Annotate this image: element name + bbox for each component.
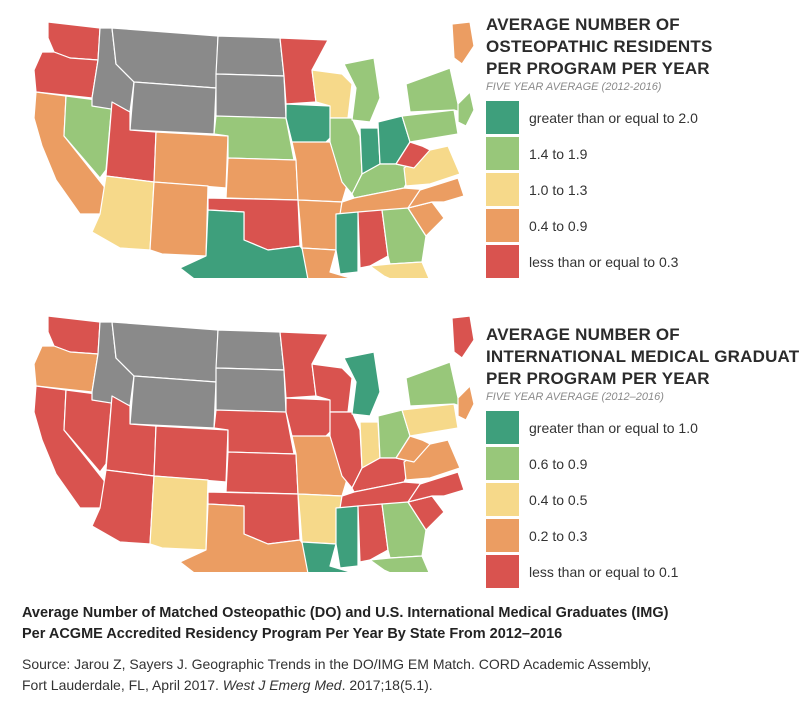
caption-source: Source: Jarou Z, Sayers J. Geographic Tr… [22,654,792,696]
legend-swatch [486,101,519,134]
legend-swatch [486,209,519,242]
osteopathic-legend-title: AVERAGE NUMBER OF OSTEOPATHIC RESIDENTS … [486,14,796,80]
legend-label: greater than or equal to 2.0 [529,109,698,126]
state-ms [335,211,359,275]
state-ia [285,103,337,145]
state-sd [215,73,287,121]
state-wv [395,141,431,169]
legend-swatch [486,411,519,444]
legend-label: greater than or equal to 1.0 [529,419,698,436]
state-co [153,131,229,189]
source-text: . 2017;18(5.1). [341,677,433,693]
state-or [33,345,99,393]
state-nd [215,35,285,77]
osteopathic-legend-subtitle: FIVE YEAR AVERAGE (2012-2016) [486,81,662,93]
state-mi [343,57,381,123]
state-ne-region [457,91,475,127]
legend-title-line: PER PROGRAM PER YEAR [486,369,710,388]
state-me [451,315,475,359]
caption-title-line: Average Number of Matched Osteopathic (D… [22,605,669,621]
state-nd [215,329,285,371]
legend-label: 0.4 to 0.5 [529,491,588,508]
state-al [357,503,389,563]
state-tx [179,503,313,572]
state-pa [401,109,459,143]
legend-title-line: AVERAGE NUMBER OF [486,325,680,344]
legend-swatch [486,245,519,278]
legend-item: greater than or equal to 2.0 [486,101,796,134]
legend-label: 0.4 to 0.9 [529,217,588,234]
state-ny [405,67,467,115]
legend-title-line: AVERAGE NUMBER OF [486,15,680,34]
legend-swatch [486,555,519,588]
img-legend-subtitle: FIVE YEAR AVERAGE (2012–2016) [486,391,664,403]
state-ne-region [457,385,475,421]
state-pa [401,403,459,437]
caption-title: Average Number of Matched Osteopathic (D… [22,603,792,645]
source-line: Source: Jarou Z, Sayers J. Geographic Tr… [22,656,652,672]
osteopathic-residents-map [33,21,475,278]
legend-swatch [486,519,519,552]
legend-title-line: INTERNATIONAL MEDICAL GRADUATES [486,347,800,366]
international-graduates-map [33,315,475,572]
legend-label: 0.6 to 0.9 [529,455,588,472]
osteopathic-legend: AVERAGE NUMBER OF OSTEOPATHIC RESIDENTS … [486,14,796,281]
state-fl [369,555,430,572]
state-co [153,425,229,483]
state-me [451,21,475,65]
legend-item: 1.0 to 1.3 [486,173,796,206]
state-tx [179,209,313,278]
state-ks [225,451,299,495]
legend-label: 0.2 to 0.3 [529,527,588,544]
legend-swatch [486,173,519,206]
source-text: Fort Lauderdale, FL, April 2017. [22,677,223,693]
legend-swatch [486,447,519,480]
legend-label: less than or equal to 0.1 [529,563,679,580]
legend-title-line: PER PROGRAM PER YEAR [486,59,710,78]
journal-name: West J Emerg Med [222,677,342,693]
legend-item: less than or equal to 0.1 [486,555,796,588]
state-nc [407,177,465,209]
legend-label: 1.4 to 1.9 [529,145,588,162]
state-fl [369,261,430,278]
state-wy [129,81,217,135]
legend-item: 0.4 to 0.5 [486,483,796,516]
legend-item: 0.2 to 0.3 [486,519,796,552]
caption-title-line: Per ACGME Accredited Residency Program P… [22,626,563,642]
legend-item: 1.4 to 1.9 [486,137,796,170]
state-nm [149,475,209,551]
state-ny [405,361,467,409]
legend-label: 1.0 to 1.3 [529,181,588,198]
legend-item: 0.4 to 0.9 [486,209,796,242]
legend-title-line: OSTEOPATHIC RESIDENTS [486,37,713,56]
state-mi [343,351,381,417]
img-legend-title: AVERAGE NUMBER OF INTERNATIONAL MEDICAL … [486,324,800,390]
state-or [33,51,99,99]
legend-item: 0.6 to 0.9 [486,447,796,480]
img-legend: AVERAGE NUMBER OF INTERNATIONAL MEDICAL … [486,324,800,591]
legend-label: less than or equal to 0.3 [529,253,679,270]
source-line: Fort Lauderdale, FL, April 2017. West J … [22,675,792,696]
state-ia [285,397,337,439]
legend-swatch [486,483,519,516]
legend-item: greater than or equal to 1.0 [486,411,796,444]
figure-caption: Average Number of Matched Osteopathic (D… [22,603,792,696]
state-nm [149,181,209,257]
state-wy [129,375,217,429]
state-al [357,209,389,269]
state-ms [335,505,359,569]
state-ks [225,157,299,201]
legend-swatch [486,137,519,170]
state-wv [395,435,431,463]
state-nc [407,471,465,503]
legend-item: less than or equal to 0.3 [486,245,796,278]
state-sd [215,367,287,415]
